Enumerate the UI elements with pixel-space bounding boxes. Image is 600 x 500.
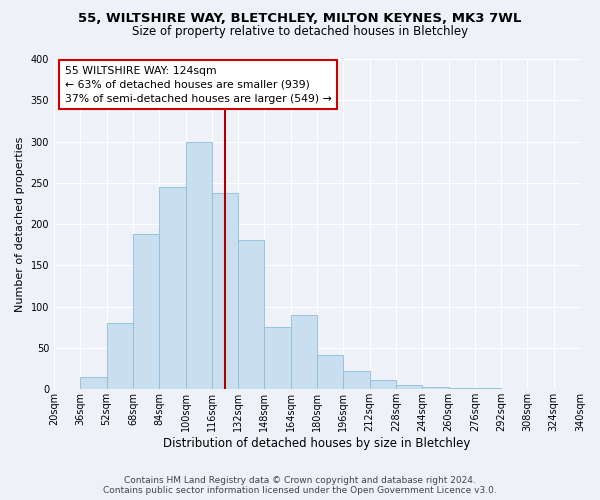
- Bar: [291, 315, 317, 390]
- Bar: [343, 371, 370, 390]
- Text: Contains HM Land Registry data © Crown copyright and database right 2024.
Contai: Contains HM Land Registry data © Crown c…: [103, 476, 497, 495]
- Bar: [212, 193, 238, 390]
- Bar: [370, 380, 396, 390]
- Bar: [422, 387, 449, 390]
- Bar: [107, 323, 133, 390]
- Text: 55 WILTSHIRE WAY: 124sqm
← 63% of detached houses are smaller (939)
37% of semi-: 55 WILTSHIRE WAY: 124sqm ← 63% of detach…: [65, 66, 331, 104]
- Bar: [317, 354, 343, 390]
- Bar: [133, 234, 159, 390]
- Bar: [396, 385, 422, 390]
- Bar: [265, 328, 291, 390]
- Bar: [475, 388, 501, 390]
- Bar: [449, 388, 475, 390]
- Bar: [185, 142, 212, 390]
- X-axis label: Distribution of detached houses by size in Bletchley: Distribution of detached houses by size …: [163, 437, 471, 450]
- Bar: [238, 240, 265, 390]
- Bar: [159, 187, 185, 390]
- Bar: [80, 377, 107, 390]
- Text: Size of property relative to detached houses in Bletchley: Size of property relative to detached ho…: [132, 25, 468, 38]
- Text: 55, WILTSHIRE WAY, BLETCHLEY, MILTON KEYNES, MK3 7WL: 55, WILTSHIRE WAY, BLETCHLEY, MILTON KEY…: [79, 12, 521, 26]
- Y-axis label: Number of detached properties: Number of detached properties: [15, 136, 25, 312]
